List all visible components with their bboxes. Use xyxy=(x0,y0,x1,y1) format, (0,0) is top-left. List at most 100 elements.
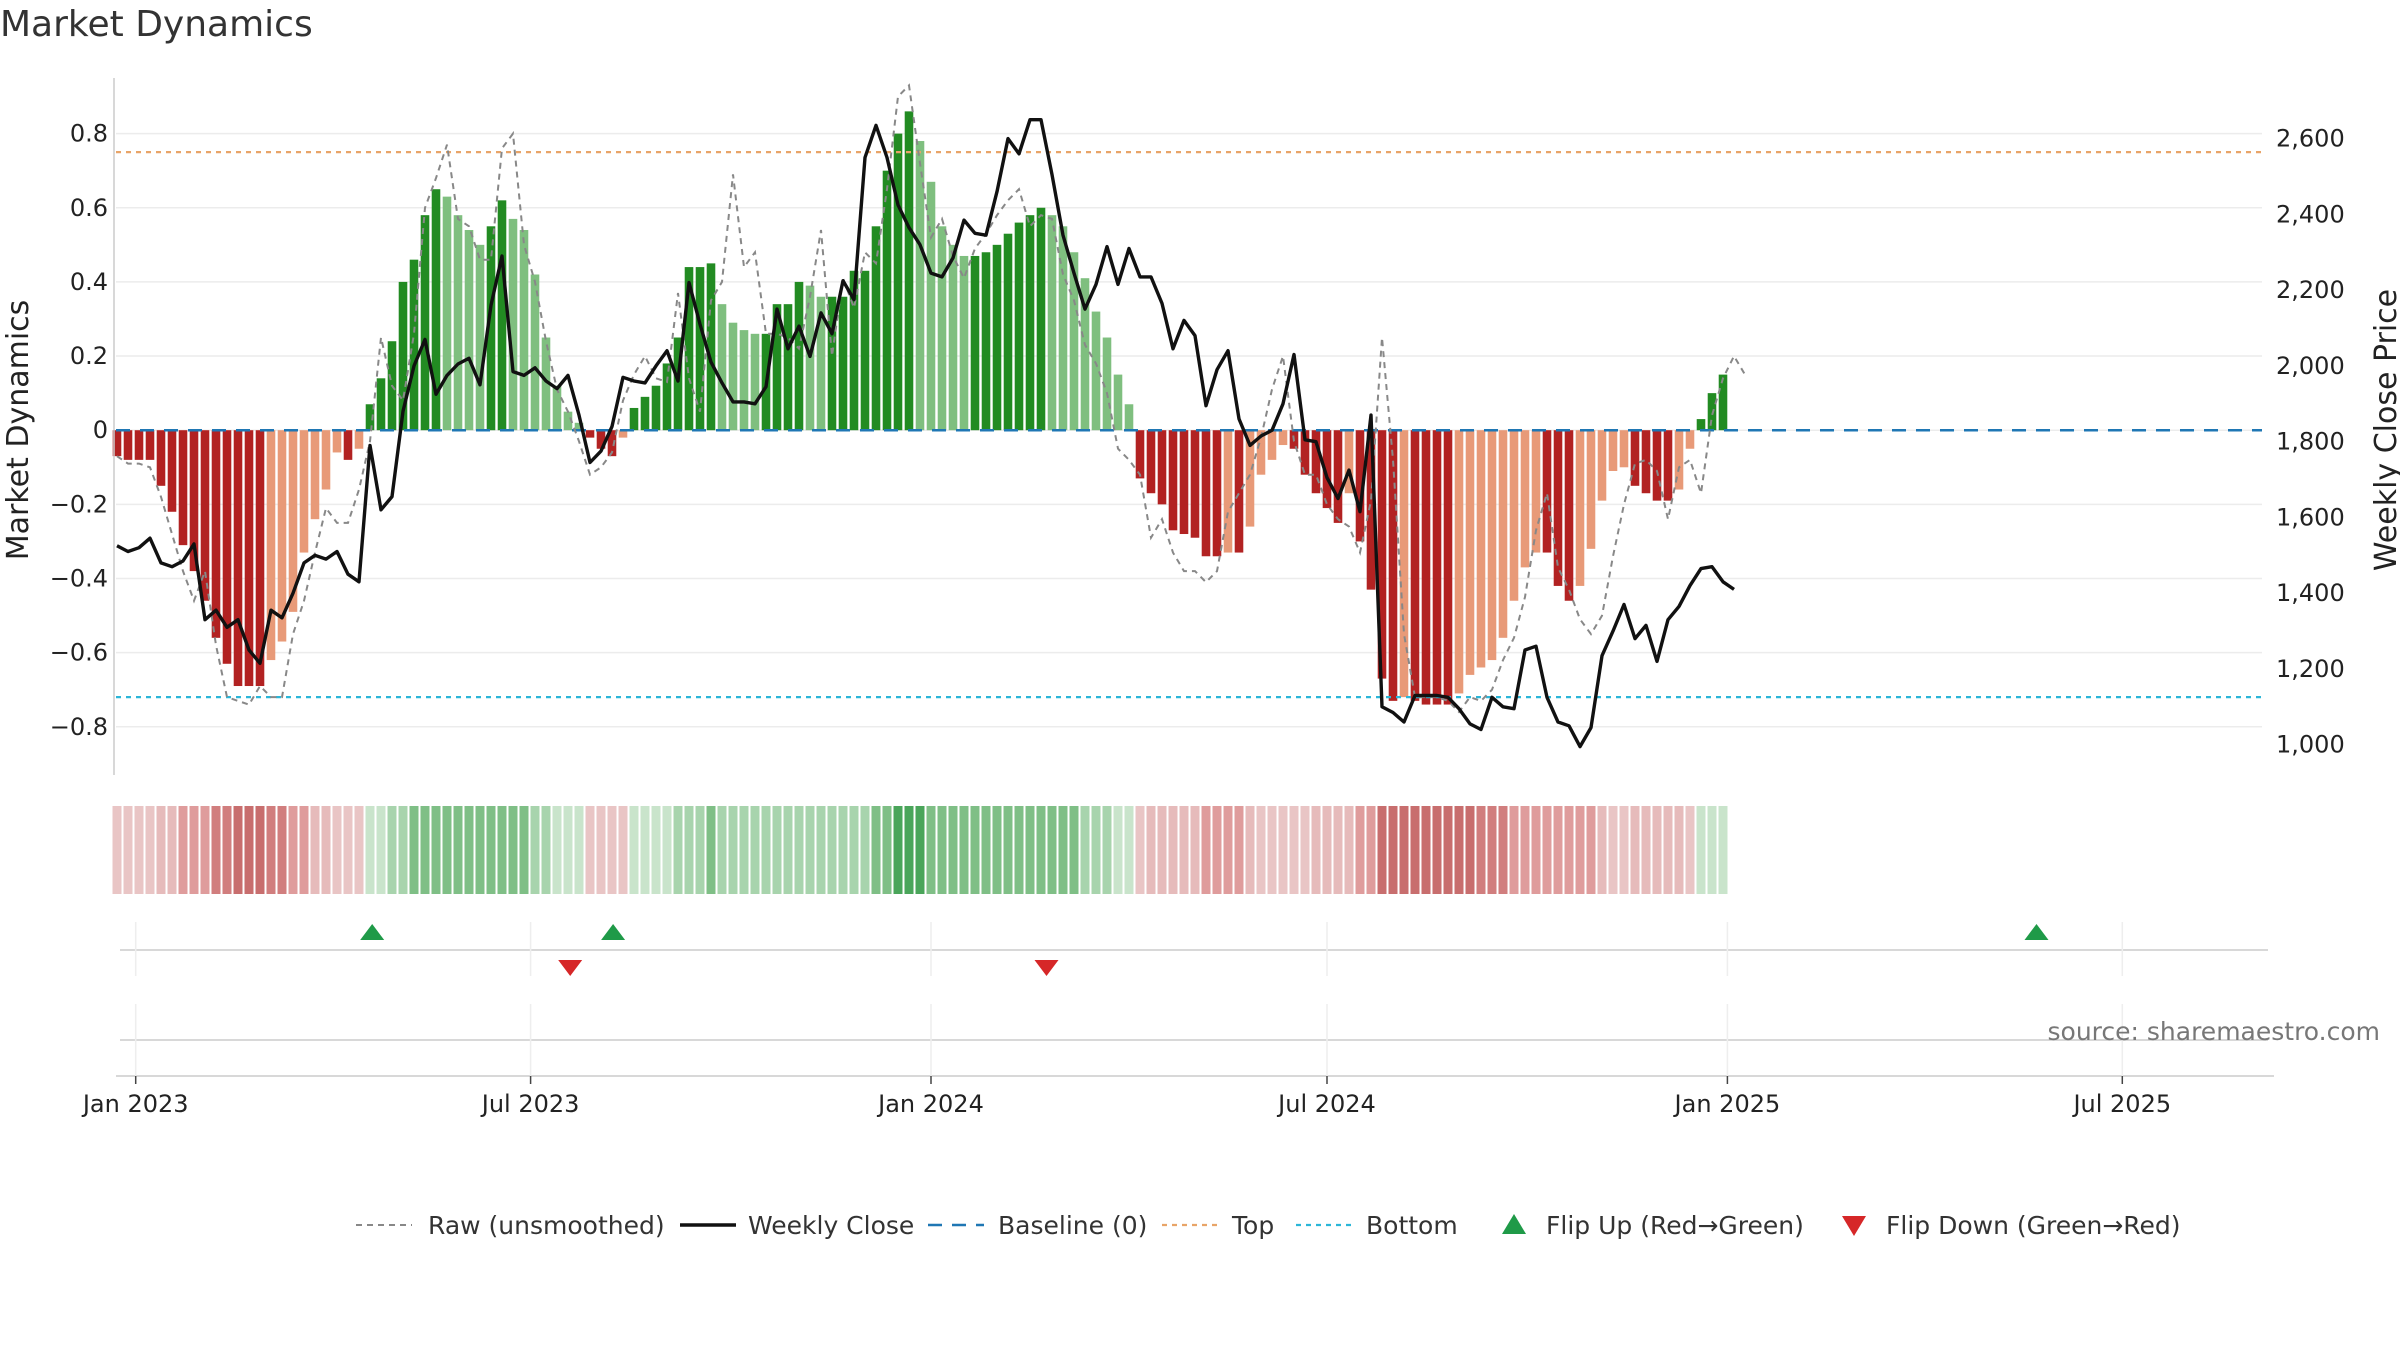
strip-cell xyxy=(1058,806,1068,894)
strip-cell xyxy=(574,806,584,894)
bar xyxy=(1212,430,1222,557)
bar xyxy=(442,196,452,431)
strip-cell xyxy=(156,806,166,894)
y2-tick-label: 2,200 xyxy=(2276,276,2345,304)
x-tick-label: Jul 2024 xyxy=(1276,1090,1376,1118)
strip-cell xyxy=(1157,806,1167,894)
strip-cell xyxy=(618,806,628,894)
strip-cell xyxy=(376,806,386,894)
strip-cell xyxy=(1597,806,1607,894)
strip-cell xyxy=(761,806,771,894)
flip-up-marker xyxy=(360,924,385,940)
bar xyxy=(1168,430,1178,531)
legend-label: Raw (unsmoothed) xyxy=(428,1211,665,1240)
strip-cell xyxy=(464,806,474,894)
strip-cell xyxy=(211,806,221,894)
strip-cell xyxy=(398,806,408,894)
y2-tick-label: 1,800 xyxy=(2276,428,2345,456)
strip-cell xyxy=(673,806,683,894)
strip-cell xyxy=(1498,806,1508,894)
strip-cell xyxy=(1234,806,1244,894)
strip-cell xyxy=(321,806,331,894)
strip-cell xyxy=(1619,806,1629,894)
bar xyxy=(1344,430,1354,494)
bar xyxy=(310,430,320,520)
bar xyxy=(1333,430,1343,523)
bar xyxy=(794,281,804,431)
bar xyxy=(893,133,903,431)
bar xyxy=(1531,430,1541,553)
strip-cell xyxy=(431,806,441,894)
flip-up-marker xyxy=(601,924,626,940)
bar xyxy=(574,422,584,431)
bar xyxy=(244,430,254,687)
strip-cell xyxy=(563,806,573,894)
bar xyxy=(618,430,628,438)
strip-cell xyxy=(1520,806,1530,894)
y-tick-label: −0.6 xyxy=(50,639,108,667)
strip-cell xyxy=(827,806,837,894)
bar xyxy=(486,226,496,431)
strip-cell xyxy=(1201,806,1211,894)
strip-cell xyxy=(1564,806,1574,894)
strip-cell xyxy=(1465,806,1475,894)
bar xyxy=(1498,430,1508,638)
strip-cell xyxy=(497,806,507,894)
bar xyxy=(1300,430,1310,475)
bar xyxy=(1718,374,1728,431)
raw-series-line xyxy=(116,83,1746,714)
strip-cell xyxy=(1080,806,1090,894)
bar xyxy=(1201,430,1211,557)
strip-cell xyxy=(1663,806,1673,894)
bar xyxy=(1476,430,1486,668)
strip-cell xyxy=(1278,806,1288,894)
bar xyxy=(838,296,848,431)
strip-cell xyxy=(1014,806,1024,894)
strip-cell xyxy=(1674,806,1684,894)
bar xyxy=(365,404,375,431)
strip-cell xyxy=(1102,806,1112,894)
strip-cell xyxy=(519,806,529,894)
strip-cell xyxy=(420,806,430,894)
bar xyxy=(1080,278,1090,431)
strip-cell xyxy=(750,806,760,894)
y-tick-label: −0.2 xyxy=(50,490,108,518)
axes: −0.8 −0.6 −0.4 −0.2 0 0.2 0.4 0.6 0.8 1,000 1,200 1… xyxy=(50,78,2345,775)
bar xyxy=(937,226,947,431)
bar xyxy=(134,430,144,460)
legend-label: Flip Up (Red→Green) xyxy=(1546,1211,1804,1240)
strip-cell xyxy=(409,806,419,894)
strip-cell xyxy=(849,806,859,894)
strip-cell xyxy=(508,806,518,894)
strip-cell xyxy=(871,806,881,894)
bar xyxy=(1278,430,1288,446)
strip-cell xyxy=(981,806,991,894)
strip-cell xyxy=(1179,806,1189,894)
strip-cell xyxy=(728,806,738,894)
y-tick-label: 0.6 xyxy=(70,194,108,222)
legend-label: Top xyxy=(1231,1211,1274,1240)
bar xyxy=(1454,430,1464,694)
strip-cell xyxy=(1344,806,1354,894)
x-tick-label: Jan 2024 xyxy=(876,1090,984,1118)
bar xyxy=(1399,430,1409,698)
strip-cell xyxy=(178,806,188,894)
y-tick-label: 0 xyxy=(93,416,108,444)
bar xyxy=(1146,430,1156,494)
strip-cell xyxy=(1652,806,1662,894)
flip-up-marker xyxy=(2024,924,2049,940)
y2-tick-label: 1,200 xyxy=(2276,655,2345,683)
strip-cell xyxy=(1586,806,1596,894)
strip-cell xyxy=(1366,806,1376,894)
y2-tick-label: 2,000 xyxy=(2276,352,2345,380)
strip-cell xyxy=(607,806,617,894)
bar xyxy=(1256,430,1266,475)
strip-cell xyxy=(200,806,210,894)
bar xyxy=(1619,430,1629,468)
bar xyxy=(563,411,573,431)
bar xyxy=(1036,207,1046,431)
bar xyxy=(970,255,980,431)
bar xyxy=(1267,430,1277,460)
strip-cell xyxy=(1443,806,1453,894)
